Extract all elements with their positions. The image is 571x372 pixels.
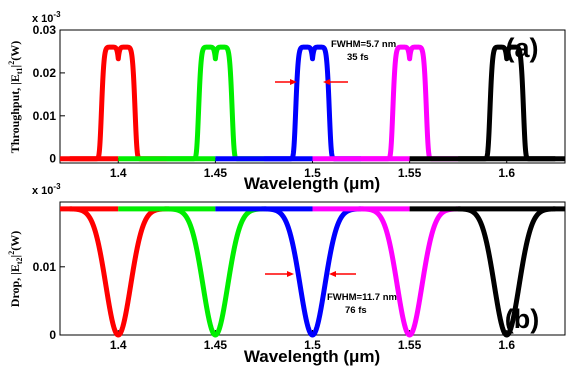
fwhm-arrows-b	[265, 271, 356, 277]
y-ticks-b: 00.01	[33, 260, 65, 342]
fwhm-arrowhead-a-left	[290, 79, 297, 85]
x-axis-label-b: Wavelength (μm)	[244, 347, 380, 366]
y-tick-label: 0	[49, 152, 56, 166]
x-tick-label: 1.45	[204, 338, 228, 352]
x-tick-label: 1.6	[498, 338, 515, 352]
x-ticks-a: 1.4 1.45 1.5 1.55 1.6	[110, 158, 515, 180]
x-tick-label: 1.6	[498, 166, 515, 180]
series-group-b	[60, 206, 565, 338]
panel-label-b: (b)	[505, 304, 539, 334]
y-tick-label: 0.02	[33, 66, 57, 80]
y-tick-label: 0.01	[33, 260, 57, 274]
x-tick-label: 1.4	[110, 338, 127, 352]
x-ticks-b: 1.4 1.45 1.5 1.55 1.6	[110, 330, 515, 352]
x-tick-label: 1.45	[204, 166, 228, 180]
fwhm-arrowhead-b-right	[329, 271, 336, 277]
fwhm-arrows-a	[275, 79, 348, 85]
y-axis-label-b: Drop, |Et2|2(W)	[7, 231, 24, 307]
y-tick-label: 0.01	[33, 109, 57, 123]
series-line	[358, 206, 461, 338]
series-group-a	[60, 44, 565, 162]
panel-b: x 10-3 00.01 1.4 1.45 1.5 1.55 1.6 Wavelengt…	[7, 182, 566, 366]
x-tick-label: 1.5	[304, 338, 321, 352]
x-tick-label: 1.55	[398, 338, 422, 352]
panel-label-a: (a)	[506, 33, 539, 63]
panel-a: x 10-3 0 0.01 0.02 0.03 1.4 1.45 1.5 1.55 1.6 W…	[7, 10, 566, 193]
fwhm-annotation-b-line2: 76 fs	[345, 305, 367, 316]
series-line	[261, 206, 364, 338]
series-line	[455, 44, 558, 162]
fwhm-annotation-b-line1: FWHM=11.7 nm	[327, 292, 397, 303]
x-tick-label: 1.4	[110, 166, 127, 180]
series-line	[164, 206, 267, 338]
fwhm-annotation-a-line2: 35 fs	[347, 52, 369, 63]
x-axis-label-a: Wavelength (μm)	[244, 174, 380, 193]
y-ticks-a: 0 0.01 0.02 0.03	[33, 23, 65, 166]
x-tick-label: 1.55	[398, 166, 422, 180]
y-scale-label-a: x 10-3	[32, 10, 61, 25]
y-tick-label: 0	[49, 328, 56, 342]
y-scale-label-b: x 10-3	[32, 182, 61, 197]
series-line	[67, 206, 170, 338]
fwhm-arrowhead-b-left	[287, 271, 294, 277]
y-tick-label: 0.03	[33, 23, 57, 37]
x-tick-label: 1.5	[304, 166, 321, 180]
y-axis-label-a: Throughput, |Et1|2(W)	[7, 41, 24, 153]
series-line	[455, 206, 558, 338]
fwhm-arrowhead-a-right	[323, 79, 330, 85]
fwhm-annotation-a-line1: FWHM=5.7 nm	[331, 39, 396, 50]
